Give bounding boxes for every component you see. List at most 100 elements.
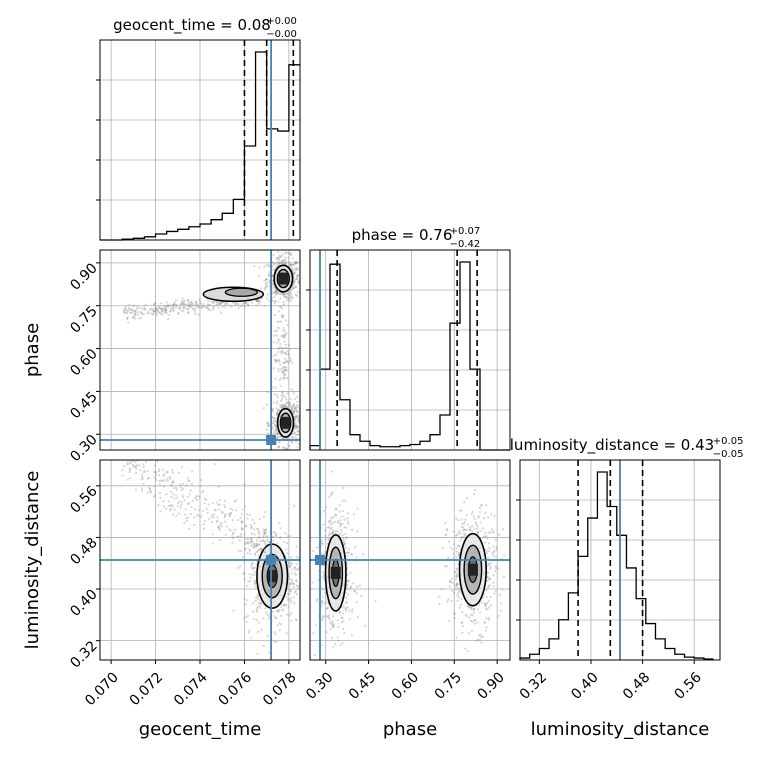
scatter-point <box>284 296 288 299</box>
scatter-point <box>163 473 166 476</box>
scatter-point <box>502 554 506 557</box>
scatter-point <box>289 263 292 266</box>
scatter-point <box>282 394 285 397</box>
scatter-point <box>331 516 334 519</box>
scatter-point <box>181 300 184 303</box>
scatter-point <box>488 577 491 580</box>
scatter-point <box>328 533 331 536</box>
scatter-point <box>268 299 271 302</box>
scatter-point <box>134 465 138 468</box>
scatter-point <box>194 497 197 500</box>
scatter-point <box>187 516 190 519</box>
scatter-point <box>325 607 328 610</box>
scatter-point <box>172 304 175 307</box>
scatter-point <box>126 317 129 320</box>
scatter-point <box>281 253 284 256</box>
scatter-point <box>173 303 176 306</box>
scatter-point <box>282 370 285 373</box>
scatter-point <box>136 310 139 313</box>
scatter-point <box>170 307 173 310</box>
scatter-point <box>283 262 286 265</box>
scatter-point <box>149 491 152 494</box>
scatter-point <box>477 516 480 519</box>
scatter-point <box>291 256 294 260</box>
scatter-point <box>146 312 149 315</box>
scatter-point <box>131 310 135 313</box>
scatter-point <box>288 444 291 448</box>
scatter-point <box>292 392 295 395</box>
scatter-point <box>251 610 255 613</box>
scatter-point <box>296 268 300 271</box>
truth-marker <box>266 435 277 445</box>
scatter-point <box>178 512 181 515</box>
scatter-point <box>128 303 131 306</box>
scatter-point <box>352 513 355 516</box>
scatter-point <box>239 549 242 553</box>
scatter-point <box>202 489 205 493</box>
scatter-point <box>245 620 248 624</box>
scatter-point <box>288 613 291 617</box>
scatter-point <box>181 494 184 497</box>
scatter-point <box>285 332 288 335</box>
scatter-point <box>287 606 290 609</box>
scatter-point <box>301 424 303 426</box>
scatter-point <box>134 488 138 491</box>
scatter-point <box>358 584 361 587</box>
scatter-point <box>455 578 458 581</box>
scatter-point <box>467 632 470 635</box>
scatter-point <box>276 394 279 397</box>
scatter-point <box>471 620 474 623</box>
scatter-point <box>468 605 472 608</box>
scatter-point <box>273 313 276 317</box>
scatter-point <box>185 303 188 306</box>
scatter-point <box>250 538 253 541</box>
scatter-point <box>255 610 258 613</box>
scatter-point <box>292 410 295 413</box>
scatter-point <box>449 580 452 584</box>
scatter-point <box>290 600 293 603</box>
scatter-point <box>328 520 331 524</box>
scatter-point <box>452 556 455 559</box>
scatter-point <box>211 300 214 304</box>
histogram-panel-luminosity_distance: luminosity_distance = 0.43+0.05−0.05 <box>510 436 743 664</box>
scatter-point <box>170 483 173 487</box>
scatter-point <box>184 508 187 511</box>
scatter-point <box>199 301 202 304</box>
scatter-point <box>204 520 207 523</box>
scatter-point <box>241 302 244 306</box>
scatter-point <box>493 514 496 517</box>
scatter-point <box>334 507 337 511</box>
scatter-point <box>293 591 296 594</box>
scatter-point <box>327 614 331 617</box>
scatter-point <box>465 514 468 517</box>
scatter-point <box>460 535 463 538</box>
density-peak <box>330 566 341 579</box>
scatter-point <box>279 320 283 323</box>
scatter-point <box>253 533 256 536</box>
scatter-point <box>221 512 224 515</box>
scatter-point <box>273 423 277 427</box>
scatter-point <box>332 615 335 618</box>
histogram-bin <box>539 648 549 660</box>
density-peak <box>280 416 291 429</box>
scatter-point <box>281 406 284 409</box>
scatter-point <box>278 441 281 444</box>
scatter-point <box>464 518 467 521</box>
scatter-point <box>456 594 459 597</box>
scatter-point <box>121 474 124 477</box>
scatter-point <box>286 377 290 380</box>
scatter-point <box>133 314 136 317</box>
scatter-point <box>282 405 285 409</box>
scatter-point <box>125 309 128 312</box>
scatter-point <box>275 402 278 405</box>
scatter-point <box>249 552 252 556</box>
scatter-point <box>189 489 192 492</box>
scatter-point <box>161 308 164 312</box>
scatter-point <box>162 307 165 310</box>
scatter-point <box>274 290 277 293</box>
scatter-point <box>256 594 259 597</box>
scatter-point <box>190 483 193 486</box>
scatter-point <box>251 562 254 565</box>
scatter-point <box>197 304 200 307</box>
scatter-point <box>134 311 137 314</box>
